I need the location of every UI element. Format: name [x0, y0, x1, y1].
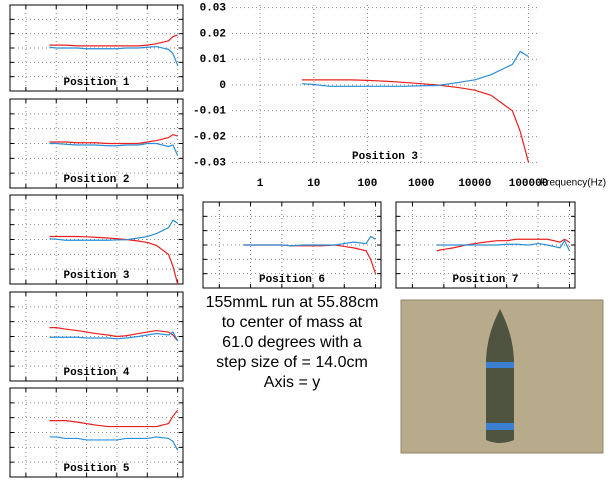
x-tick-label: 10000	[458, 178, 491, 190]
data-line	[49, 45, 179, 66]
data-line	[243, 235, 376, 247]
chart-title: Position 4	[63, 367, 129, 379]
caption-line: Axis = y	[264, 374, 320, 391]
y-tick-label: 0.02	[200, 28, 226, 40]
caption: 155mmL run at 55.88cm to center of mass a…	[206, 294, 379, 391]
y-tick-label: -0.03	[193, 157, 226, 169]
chart: Position 7	[395, 201, 576, 289]
data-line	[49, 142, 179, 156]
x-tick-label: 100	[358, 178, 378, 190]
chart: Position 2	[9, 98, 184, 189]
y-tick-label: -0.02	[193, 132, 226, 144]
data-line	[436, 239, 571, 251]
plot-frame	[395, 201, 576, 289]
chart: Position 1	[9, 4, 184, 92]
shell	[486, 309, 514, 443]
shell-band	[486, 423, 514, 430]
chart-title: Position 7	[452, 274, 518, 286]
chart: Position 3	[9, 194, 184, 285]
chart: 0.03 0.02 0.01 0 -0.01 -0.02 -0.03 1 10 100 1000 10…	[193, 2, 606, 189]
x-tick-label: 1	[257, 178, 264, 190]
photo	[400, 299, 604, 454]
photo-border	[400, 299, 604, 454]
chart: Position 6	[202, 201, 382, 289]
chart-title: Position 3	[63, 270, 129, 282]
y-tick-label: -0.01	[193, 106, 226, 118]
data-line	[301, 50, 529, 87]
chart-title: Position 2	[63, 174, 129, 186]
data-line	[49, 436, 179, 451]
shell-band	[486, 362, 514, 368]
y-tick-label: 0	[219, 80, 226, 92]
caption-line: 155mmL run at 55.88cm	[206, 294, 379, 311]
chart: Position 5	[9, 387, 184, 478]
y-tick-label: 0.03	[200, 2, 227, 14]
data-line	[49, 133, 178, 145]
data-line	[49, 235, 179, 285]
data-line	[301, 79, 530, 163]
chart-title: Position 1	[63, 77, 129, 89]
plot-frame	[9, 387, 184, 478]
x-tick-label: 100000	[509, 178, 549, 190]
x-tick-label: 1000	[408, 178, 434, 190]
data-line	[49, 409, 179, 428]
plot-frame	[9, 98, 184, 189]
plot-frame	[9, 4, 184, 92]
data-line	[436, 238, 570, 252]
caption-line: to center of mass at	[222, 314, 363, 331]
chart-title: Position 6	[259, 274, 325, 286]
data-line	[49, 327, 179, 342]
caption-line: 61.0 degrees with a	[222, 334, 362, 351]
x-tick-label: 10	[307, 178, 320, 190]
y-tick-label: 0.01	[200, 54, 227, 66]
chart-title: Position 3	[352, 151, 418, 163]
chart: Position 4	[9, 291, 184, 382]
plot-frame	[9, 194, 184, 285]
data-line	[49, 331, 179, 342]
x-axis-label: Frequency(Hz)	[540, 178, 606, 189]
data-line	[49, 34, 178, 47]
caption-line: step size of = 14.0cm	[216, 354, 368, 371]
plot-frame	[9, 291, 184, 382]
plot-frame	[202, 201, 382, 289]
chart-title: Position 5	[63, 463, 129, 475]
data-line	[49, 219, 178, 241]
